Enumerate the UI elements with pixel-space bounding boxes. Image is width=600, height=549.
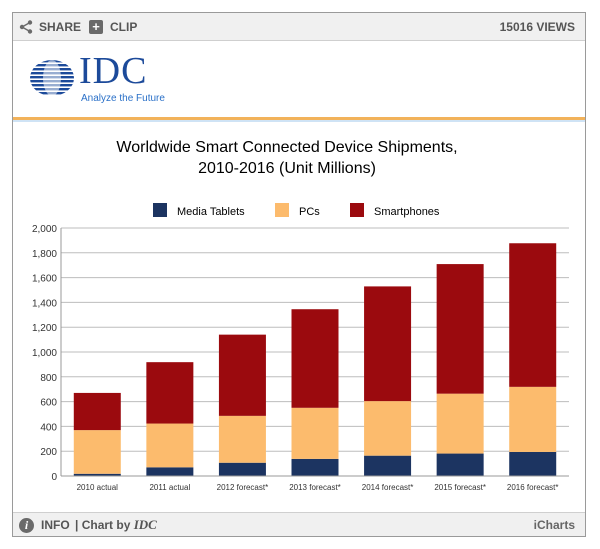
bar-1-0 [73,430,121,474]
y-tick-label-0: 0 [51,472,57,483]
y-tick-label-4: 800 [40,373,57,384]
x-axis: 2010 actual 2011 actual 2012 forecast* 2013… [61,475,569,491]
bar-0-5 [436,453,484,476]
share-button[interactable]: SHARE [19,13,81,41]
chart-source: | Chart by IDC [75,513,157,537]
y-tick-label-2: 400 [40,422,57,433]
bar-2-4 [364,286,412,402]
logo-area: IDC Analyze the Future [13,41,585,117]
bar-0-3 [291,458,339,476]
x-tick-label-0: 2010 actual [77,483,119,491]
x-tick-label-4: 2014 forecast* [362,483,414,491]
idc-logo-text: IDC [79,50,148,92]
bar-0-1 [146,467,194,476]
x-tick-label-5: 2015 forecast* [434,483,486,491]
y-tick-label-3: 600 [40,398,57,409]
accent-divider-light [13,120,585,122]
legend-swatch-0 [153,203,167,217]
clip-button[interactable]: + CLIP [89,13,137,41]
bar-2-6 [509,243,557,387]
chart-subtitle: 2010-2016 (Unit Millions) [198,160,376,177]
x-tick-label-2: 2012 forecast* [217,483,269,491]
info-button[interactable]: i INFO [19,513,70,537]
bar-0-6 [509,451,557,476]
legend-swatch-2 [350,203,364,217]
bar-2-5 [436,264,484,394]
bars-group [73,243,557,476]
y-tick-label-5: 1,000 [32,348,57,359]
bottom-toolbar: i INFO | Chart by IDC iCharts [13,512,585,536]
y-tick-label-1: 200 [40,447,57,458]
chart-by-prefix: | Chart by [75,518,131,532]
info-icon: i [19,517,34,533]
x-tick-label-1: 2011 actual [149,483,190,491]
y-tick-label-8: 1,600 [32,274,57,285]
idc-tagline: Analyze the Future [81,93,165,104]
bar-2-1 [146,362,194,424]
legend-label-2: Smartphones [374,206,440,218]
bar-1-2 [218,415,266,463]
plus-icon: + [89,20,103,34]
bar-0-4 [364,455,412,476]
bar-1-5 [436,393,484,454]
bar-2-0 [73,392,121,431]
legend-label-1: PCs [299,206,320,218]
info-label: INFO [41,518,70,532]
bar-2-3 [291,309,339,408]
y-tick-label-10: 2,000 [32,224,57,235]
x-tick-label-3: 2013 forecast* [289,483,341,491]
legend-label-0: Media Tablets [177,206,245,218]
clip-label: CLIP [110,20,138,34]
stacked-bar-chart: Worldwide Smart Connected Device Shipmen… [32,139,569,491]
icharts-brand-link[interactable]: iCharts [533,518,575,532]
bar-2-2 [218,334,266,416]
view-count: 15016 VIEWS [499,20,575,34]
bar-0-2 [218,462,266,476]
share-label: SHARE [39,20,82,34]
bar-1-4 [364,401,412,456]
idc-globe-icon [30,60,74,96]
share-icon [19,20,33,34]
y-tick-label-6: 1,200 [32,323,57,334]
y-axis: 0 200 400 600 800 1,000 1,200 1,400 1,600 1,800 2,… [32,224,62,483]
y-tick-label-7: 1,400 [32,298,57,309]
bar-1-3 [291,407,339,459]
chart-title: Worldwide Smart Connected Device Shipmen… [116,139,457,156]
chart-legend: Media Tablets PCs Smartphones [153,203,440,218]
chart-by-source: IDC [133,517,157,532]
x-tick-label-6: 2016 forecast* [507,483,559,491]
bar-1-1 [146,423,194,468]
legend-swatch-1 [275,203,289,217]
top-toolbar: SHARE + CLIP 15016 VIEWS [13,13,585,41]
bar-0-0 [73,473,121,476]
chart-widget: SHARE + CLIP 15016 VIEWS [12,12,586,537]
y-tick-label-9: 1,800 [32,249,57,260]
bar-1-6 [509,386,557,452]
accent-divider [13,117,585,120]
